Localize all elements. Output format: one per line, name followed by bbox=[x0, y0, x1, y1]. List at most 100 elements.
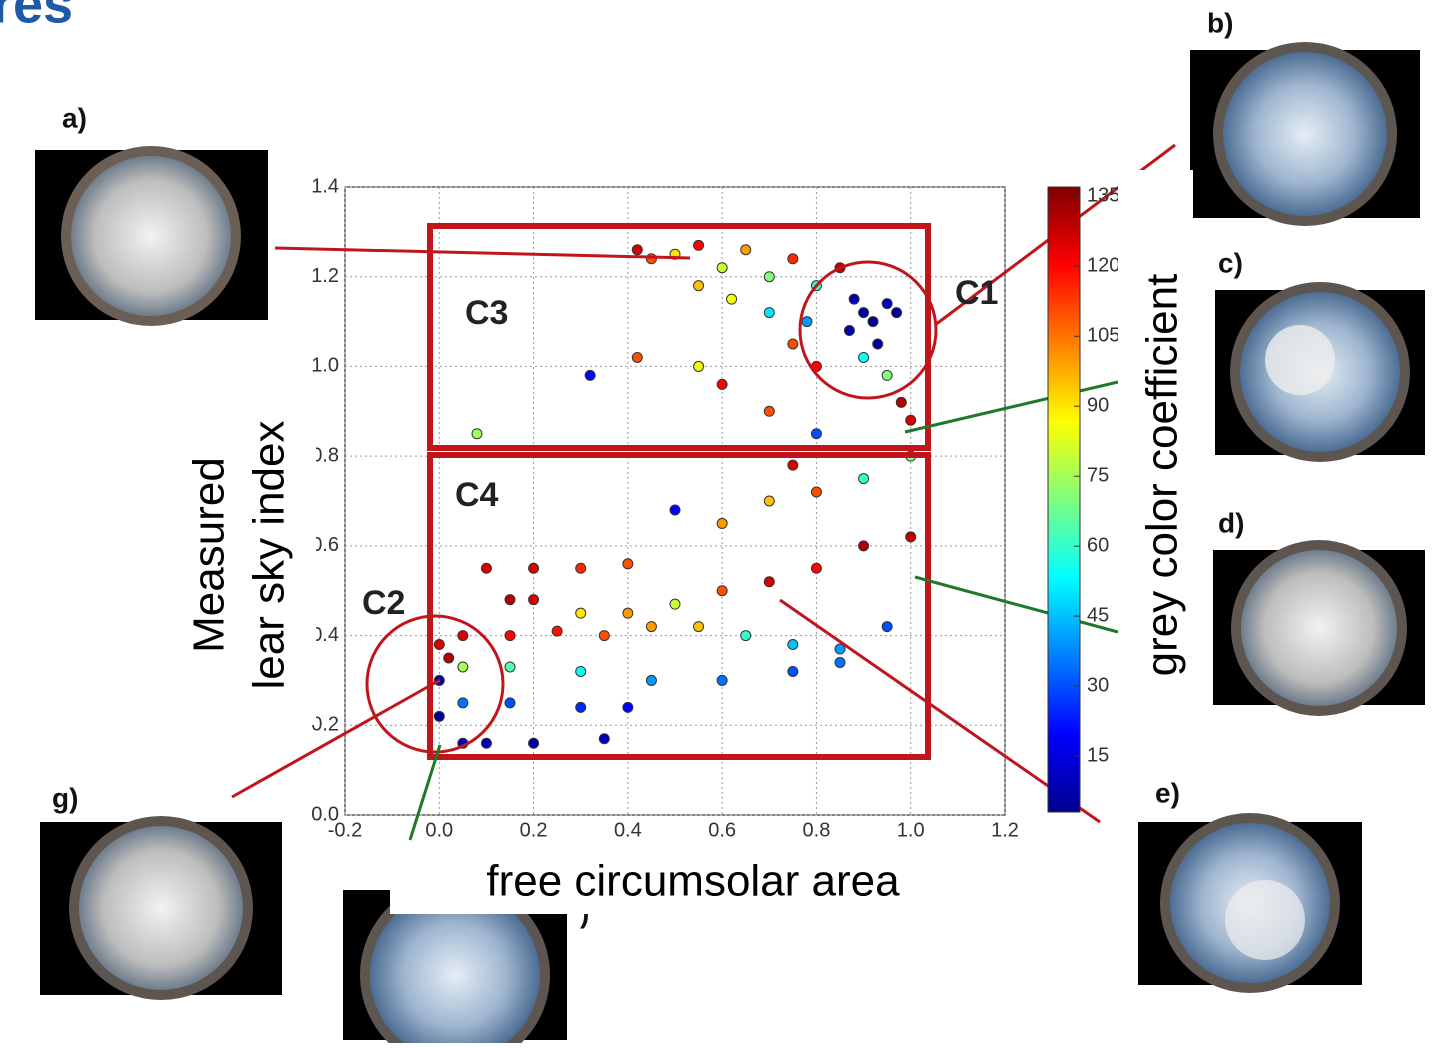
point bbox=[433, 710, 445, 722]
point bbox=[693, 621, 705, 633]
point bbox=[457, 661, 469, 673]
x-tick-label: 0.2 bbox=[520, 819, 548, 841]
panel-a bbox=[35, 146, 268, 326]
point bbox=[895, 396, 907, 408]
point bbox=[480, 562, 492, 574]
cluster-label: C3 bbox=[465, 294, 508, 332]
point bbox=[669, 598, 681, 610]
point bbox=[858, 540, 870, 552]
colorbar-label: grey color coefficient bbox=[1138, 274, 1187, 677]
point bbox=[504, 661, 516, 673]
label-backdrop bbox=[180, 380, 316, 725]
point bbox=[504, 697, 516, 709]
point bbox=[843, 325, 855, 337]
point bbox=[867, 316, 879, 328]
colorbar-tick-label: 75 bbox=[1087, 464, 1109, 486]
point bbox=[810, 428, 822, 440]
label-backdrop bbox=[1118, 170, 1193, 730]
colorbar-tick-label: 135 bbox=[1087, 185, 1120, 207]
point bbox=[575, 701, 587, 713]
x-tick-label: -0.2 bbox=[328, 819, 362, 841]
point bbox=[858, 473, 870, 485]
x-axis-label: free circumsolar area bbox=[486, 857, 900, 906]
panel-label: e) bbox=[1155, 777, 1180, 808]
point bbox=[622, 607, 634, 619]
panel-label: a) bbox=[62, 102, 87, 133]
x-tick-label: 0.4 bbox=[614, 819, 642, 841]
point bbox=[787, 338, 799, 350]
panel-label: g) bbox=[52, 782, 78, 813]
y-tick-label: 0.8 bbox=[311, 444, 339, 466]
point bbox=[848, 293, 860, 305]
point bbox=[504, 594, 516, 606]
point bbox=[740, 244, 752, 256]
colorbar-tick-label: 30 bbox=[1087, 674, 1109, 696]
point bbox=[726, 293, 738, 305]
point bbox=[504, 630, 516, 642]
panel-f bbox=[343, 880, 567, 1048]
point bbox=[881, 621, 893, 633]
point bbox=[763, 495, 775, 507]
point bbox=[763, 405, 775, 417]
panel-d bbox=[1213, 540, 1425, 716]
point bbox=[740, 630, 752, 642]
point bbox=[905, 531, 917, 543]
point bbox=[763, 576, 775, 588]
point bbox=[669, 504, 681, 516]
y-axis-label: lear sky index bbox=[245, 420, 294, 689]
point bbox=[801, 316, 813, 328]
point bbox=[891, 307, 903, 319]
point bbox=[881, 369, 893, 381]
colorbar-tick-label: 120 bbox=[1087, 255, 1120, 277]
point bbox=[716, 674, 728, 686]
point bbox=[471, 428, 483, 440]
point bbox=[858, 351, 870, 363]
y-tick-label: 1.4 bbox=[311, 175, 339, 197]
point bbox=[551, 625, 563, 637]
x-tick-label: 0.6 bbox=[708, 819, 736, 841]
point bbox=[787, 639, 799, 651]
point bbox=[631, 244, 643, 256]
header: res bbox=[0, 0, 73, 34]
point bbox=[763, 307, 775, 319]
panel-g bbox=[40, 816, 282, 1000]
point bbox=[584, 369, 596, 381]
colorbar-tick-label: 105 bbox=[1087, 325, 1120, 347]
cluster-label: C2 bbox=[362, 584, 405, 622]
point bbox=[693, 280, 705, 292]
panel-label: b) bbox=[1207, 7, 1233, 38]
point bbox=[810, 562, 822, 574]
point bbox=[763, 271, 775, 283]
y-tick-label: 0.6 bbox=[311, 534, 339, 556]
cluster-label: C1 bbox=[955, 274, 998, 312]
point bbox=[631, 351, 643, 363]
panel-c bbox=[1215, 282, 1425, 462]
y-tick-label: 0.0 bbox=[311, 803, 339, 825]
point bbox=[575, 562, 587, 574]
plot: -0.2 0.0 0.2 0.4 0.6 0.8 1.0 1.20.00.20.40.60.8… bbox=[311, 175, 1019, 841]
point bbox=[528, 737, 540, 749]
regions bbox=[365, 223, 938, 760]
point bbox=[457, 630, 469, 642]
point bbox=[480, 737, 492, 749]
point bbox=[716, 262, 728, 274]
y-tick-label: 1.0 bbox=[311, 355, 339, 377]
y-tick-label: 0.2 bbox=[311, 714, 339, 736]
point bbox=[716, 585, 728, 597]
x-tick-label: 0.0 bbox=[425, 819, 453, 841]
colorbar-tick-label: 90 bbox=[1087, 394, 1109, 416]
point bbox=[457, 697, 469, 709]
x-tick-label: 1.0 bbox=[897, 819, 925, 841]
point bbox=[858, 307, 870, 319]
plot-frame bbox=[344, 186, 1006, 816]
point bbox=[622, 558, 634, 570]
panel-e bbox=[1138, 813, 1362, 993]
point bbox=[787, 253, 799, 265]
point bbox=[834, 643, 846, 655]
label-backdrop bbox=[390, 852, 950, 914]
point bbox=[443, 652, 455, 664]
point bbox=[693, 360, 705, 372]
point bbox=[905, 414, 917, 426]
point bbox=[810, 486, 822, 498]
point bbox=[716, 517, 728, 529]
